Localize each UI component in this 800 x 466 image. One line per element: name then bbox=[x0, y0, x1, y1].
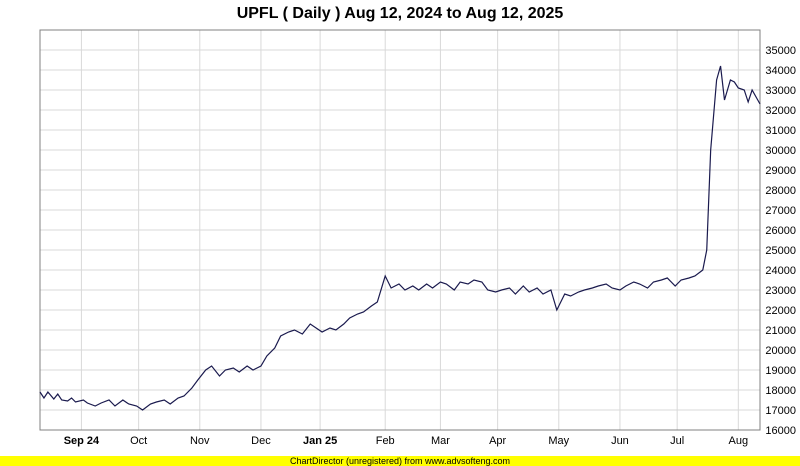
x-tick-label: Jan 25 bbox=[303, 435, 337, 447]
plot-area bbox=[39, 29, 761, 431]
x-tick-label: Apr bbox=[489, 435, 506, 447]
y-tick-label: 25000 bbox=[765, 245, 796, 257]
y-tick-label: 19000 bbox=[765, 365, 796, 377]
y-tick-label: 26000 bbox=[765, 225, 796, 237]
x-tick-label: Dec bbox=[251, 435, 271, 447]
y-tick-label: 32000 bbox=[765, 105, 796, 117]
x-tick-label: Jul bbox=[670, 435, 684, 447]
x-tick-label: Feb bbox=[376, 435, 395, 447]
y-tick-label: 27000 bbox=[765, 205, 796, 217]
footer-credit: ChartDirector (unregistered) from www.ad… bbox=[289, 456, 511, 466]
y-tick-label: 16000 bbox=[765, 425, 796, 437]
chart-title: UPFL ( Daily ) Aug 12, 2024 to Aug 12, 2… bbox=[237, 5, 564, 22]
y-tick-label: 29000 bbox=[765, 165, 796, 177]
y-tick-label: 23000 bbox=[765, 285, 796, 297]
x-tick-label: Mar bbox=[431, 435, 450, 447]
y-tick-label: 34000 bbox=[765, 65, 796, 77]
y-tick-label: 21000 bbox=[765, 325, 796, 337]
y-axis: 16000 17000 18000 19000 20000 21000 22000 23000… bbox=[765, 45, 796, 437]
y-tick-label: 22000 bbox=[765, 305, 796, 317]
data-points bbox=[39, 65, 762, 412]
footer-bar bbox=[0, 456, 800, 466]
y-tick-label: 18000 bbox=[765, 385, 796, 397]
x-tick-label: Aug bbox=[729, 435, 749, 447]
y-tick-label: 28000 bbox=[765, 185, 796, 197]
grid-layer bbox=[40, 30, 760, 431]
y-tick-label: 35000 bbox=[765, 45, 796, 57]
x-axis: Sep 24 Oct Nov Dec Jan 25 Feb Mar Apr May Jun Jul A… bbox=[64, 435, 748, 447]
y-tick-label: 30000 bbox=[765, 145, 796, 157]
y-tick-label: 33000 bbox=[765, 85, 796, 97]
y-tick-label: 20000 bbox=[765, 345, 796, 357]
price-line bbox=[39, 65, 761, 411]
x-tick-label: Sep 24 bbox=[64, 435, 100, 447]
y-tick-label: 17000 bbox=[765, 405, 796, 417]
x-tick-label: Nov bbox=[190, 435, 210, 447]
x-tick-label: May bbox=[548, 435, 569, 447]
y-tick-label: 31000 bbox=[765, 125, 796, 137]
y-tick-label: 24000 bbox=[765, 265, 796, 277]
x-tick-label: Oct bbox=[130, 435, 147, 447]
x-tick-label: Jun bbox=[611, 435, 629, 447]
